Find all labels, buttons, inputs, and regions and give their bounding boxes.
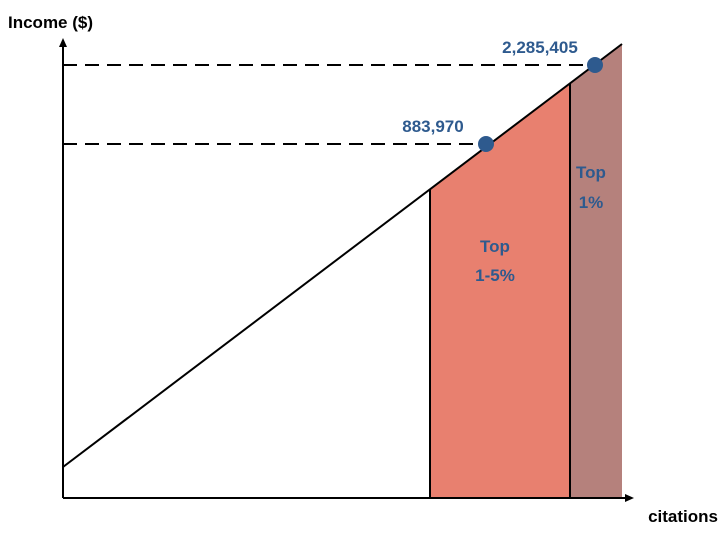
region-label: Top [480,237,510,256]
region-top-1 [570,44,622,498]
x-axis-label: citations [648,507,718,526]
region-label: 1% [579,193,604,212]
y-axis-label: Income ($) [8,13,93,32]
point-label: 2,285,405 [502,38,578,57]
income-line [62,43,623,468]
point-label: 883,970 [402,117,463,136]
region-label: 1-5% [475,266,515,285]
region-top-1-5 [430,83,570,498]
point [478,136,494,152]
region-label: Top [576,163,606,182]
point [587,57,603,73]
